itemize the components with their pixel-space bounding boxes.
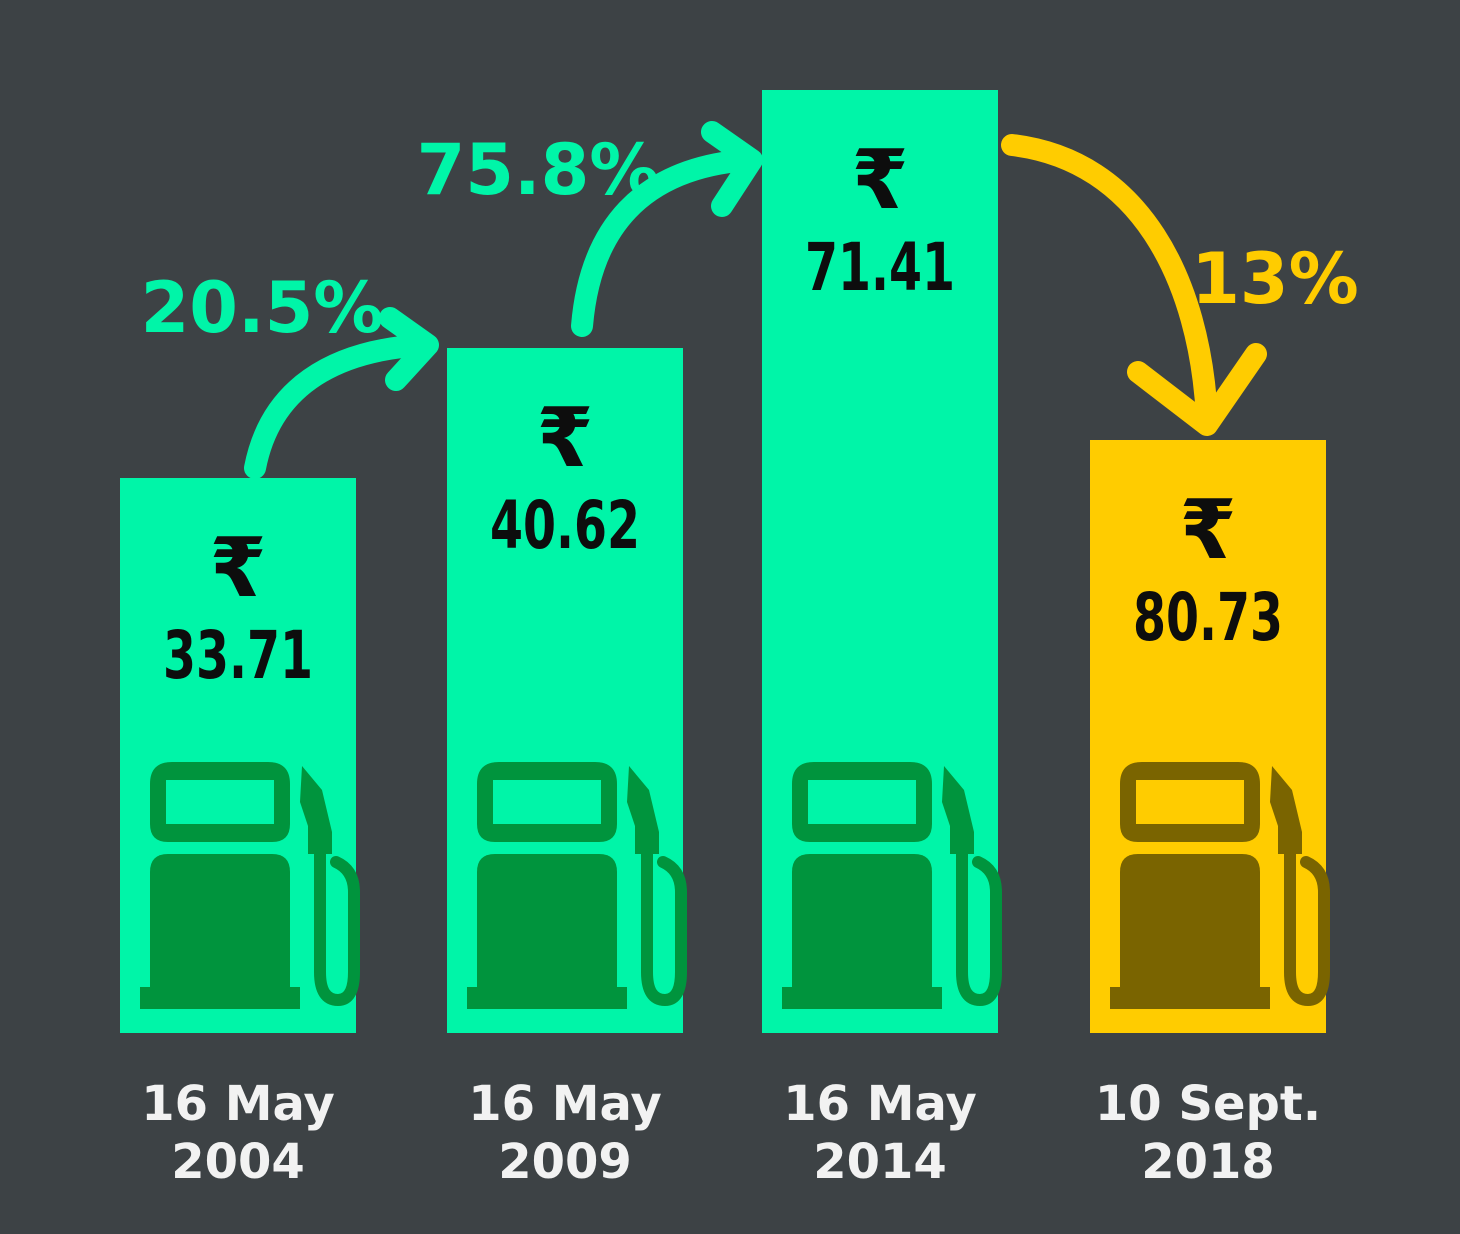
change-label-2: 75.8%	[417, 129, 660, 211]
currency-symbol: ₹	[536, 391, 593, 486]
change-arrow-2	[571, 149, 759, 337]
change-arrowhead-3	[1127, 343, 1267, 436]
value-label-4: 80.73	[1133, 579, 1283, 656]
currency-symbol: ₹	[851, 133, 908, 228]
change-arrow-3	[1001, 134, 1218, 429]
category-label-line2: 2009	[498, 1134, 632, 1190]
category-label-line1: 16 May	[468, 1076, 661, 1132]
category-label-line2: 2014	[813, 1134, 947, 1190]
category-label-line1: 16 May	[783, 1076, 976, 1132]
value-label-1: 33.71	[163, 617, 313, 694]
category-label-line2: 2004	[171, 1134, 305, 1190]
change-arrowhead-1	[379, 307, 439, 391]
currency-symbol: ₹	[1179, 483, 1236, 578]
currency-symbol: ₹	[209, 521, 266, 616]
value-label-2: 40.62	[490, 487, 640, 564]
category-label-line2: 2018	[1141, 1134, 1275, 1190]
category-label-line1: 16 May	[141, 1076, 334, 1132]
change-arrowhead-2	[701, 121, 763, 217]
change-arrow-1	[244, 334, 436, 479]
category-label-line1: 10 Sept.	[1095, 1076, 1321, 1132]
value-label-3: 71.41	[805, 229, 955, 306]
change-label-1: 20.5%	[141, 267, 384, 349]
change-label-3: 13%	[1191, 238, 1359, 320]
